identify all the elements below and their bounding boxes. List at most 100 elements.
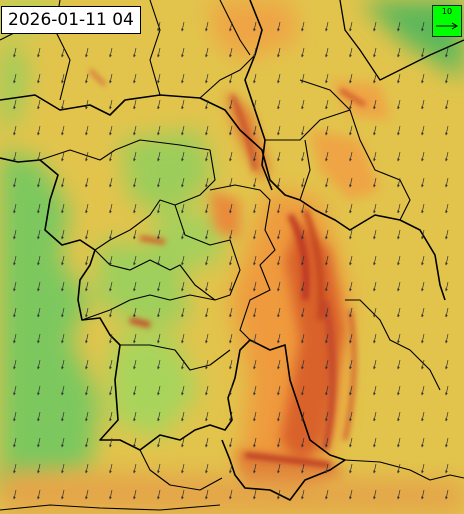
arrow-icon [205, 411, 209, 422]
arrow-icon [349, 151, 353, 162]
arrow-icon [85, 307, 89, 318]
arrow-icon [61, 489, 65, 500]
arrow-icon [421, 229, 425, 240]
arrow-icon [325, 177, 329, 188]
arrow-icon [325, 463, 329, 474]
arrow-icon [205, 463, 209, 474]
arrow-icon [85, 47, 89, 58]
arrow-icon [445, 463, 449, 474]
arrow-icon [277, 21, 281, 32]
arrow-icon [61, 281, 65, 292]
arrow-icon [205, 281, 209, 292]
arrow-icon [109, 151, 113, 162]
arrow-icon [277, 359, 281, 370]
arrow-icon [133, 281, 137, 292]
arrow-icon [373, 411, 377, 422]
arrow-icon [397, 151, 401, 162]
arrow-icon [277, 99, 281, 110]
arrow-icon [229, 255, 233, 266]
arrow-icon [181, 125, 185, 136]
arrow-icon [13, 125, 17, 136]
arrow-icon [445, 125, 449, 136]
arrow-icon [85, 73, 89, 84]
arrow-icon [61, 47, 65, 58]
arrow-icon [229, 125, 233, 136]
arrow-icon [373, 47, 377, 58]
arrow-icon [445, 203, 449, 214]
arrow-icon [301, 21, 305, 32]
arrow-icon [61, 359, 65, 370]
arrow-icon [37, 281, 41, 292]
arrow-icon [85, 359, 89, 370]
legend-arrow-icon [436, 22, 458, 30]
arrow-icon [133, 47, 137, 58]
arrow-icon [37, 437, 41, 448]
arrow-icon [277, 203, 281, 214]
arrow-icon [133, 489, 137, 500]
arrow-icon [421, 99, 425, 110]
wind-arrow-grid [13, 21, 449, 500]
arrow-icon [85, 203, 89, 214]
arrow-icon [325, 359, 329, 370]
arrow-icon [13, 73, 17, 84]
arrow-icon [445, 333, 449, 344]
arrow-icon [253, 203, 257, 214]
arrow-icon [301, 359, 305, 370]
arrow-icon [397, 125, 401, 136]
arrow-icon [109, 333, 113, 344]
arrow-icon [445, 177, 449, 188]
arrow-icon [349, 125, 353, 136]
arrow-icon [61, 385, 65, 396]
arrow-icon [229, 281, 233, 292]
arrow-icon [445, 99, 449, 110]
arrow-icon [277, 229, 281, 240]
arrow-icon [37, 489, 41, 500]
arrow-icon [397, 489, 401, 500]
arrow-icon [397, 437, 401, 448]
arrow-icon [181, 255, 185, 266]
arrow-icon [109, 489, 113, 500]
arrow-icon [157, 411, 161, 422]
arrow-icon [421, 21, 425, 32]
arrow-icon [373, 307, 377, 318]
arrow-icon [37, 307, 41, 318]
arrow-icon [133, 463, 137, 474]
arrow-icon [61, 463, 65, 474]
arrow-icon [325, 73, 329, 84]
arrow-icon [253, 307, 257, 318]
arrow-icon [109, 385, 113, 396]
arrow-icon [61, 73, 65, 84]
arrow-icon [37, 255, 41, 266]
arrow-icon [325, 21, 329, 32]
arrow-icon [157, 229, 161, 240]
arrow-icon [157, 359, 161, 370]
arrow-icon [421, 411, 425, 422]
arrow-icon [109, 125, 113, 136]
arrow-icon [325, 151, 329, 162]
arrow-icon [13, 385, 17, 396]
arrow-icon [37, 125, 41, 136]
arrow-icon [205, 151, 209, 162]
arrow-icon [133, 411, 137, 422]
arrow-icon [157, 489, 161, 500]
arrow-icon [61, 203, 65, 214]
arrow-icon [373, 229, 377, 240]
arrow-icon [13, 411, 17, 422]
arrow-icon [373, 203, 377, 214]
arrow-icon [325, 333, 329, 344]
arrow-icon [181, 73, 185, 84]
arrow-icon [157, 307, 161, 318]
arrow-icon [349, 21, 353, 32]
arrow-icon [253, 73, 257, 84]
arrow-icon [325, 125, 329, 136]
arrow-icon [445, 385, 449, 396]
arrow-icon [277, 73, 281, 84]
arrow-icon [373, 437, 377, 448]
arrow-icon [61, 437, 65, 448]
arrow-icon [109, 437, 113, 448]
arrow-icon [277, 47, 281, 58]
arrow-icon [229, 99, 233, 110]
arrow-icon [109, 99, 113, 110]
arrow-icon [181, 307, 185, 318]
